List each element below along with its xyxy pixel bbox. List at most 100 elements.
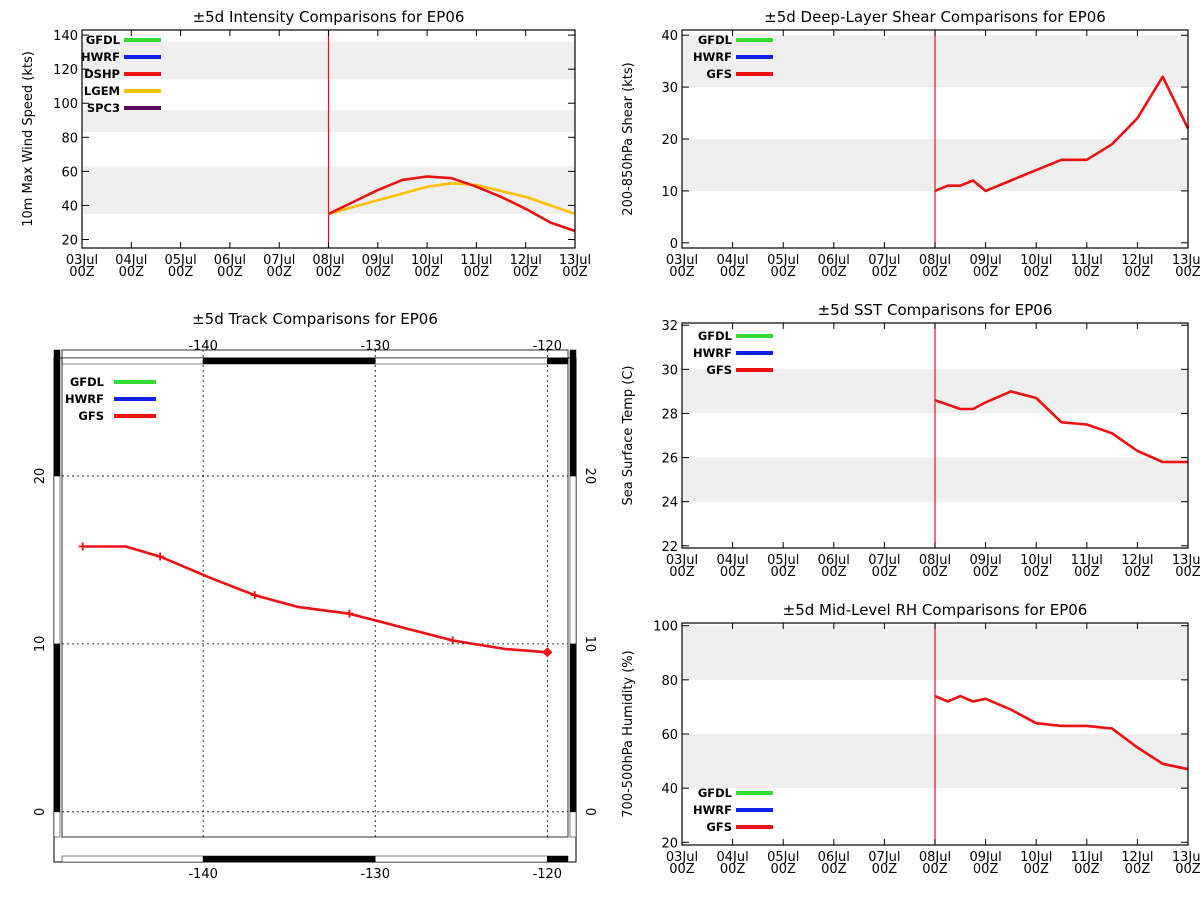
- rh-xtick-label-hour: 00Z: [872, 862, 898, 877]
- sst-xtick-label-date: 10Jul: [1020, 553, 1052, 568]
- track-border-right-seg-2: [569, 475, 577, 645]
- rh-xtick-label-date: 04Jul: [716, 850, 748, 865]
- shear-ytick-label: 20: [661, 133, 678, 148]
- rh-xtick-label-date: 11Jul: [1071, 850, 1103, 865]
- intensity-xtick-label-date: 03Jul: [66, 253, 98, 268]
- sst-xtick-label-hour: 00Z: [770, 565, 796, 580]
- sst-xtick-label-hour: 00Z: [872, 565, 898, 580]
- rh-ytick-label: 60: [661, 728, 678, 743]
- shear-xtick-label-hour: 00Z: [1023, 265, 1049, 280]
- rh-xtick-label-date: 05Jul: [767, 850, 799, 865]
- shear-xtick-label-hour: 00Z: [720, 265, 746, 280]
- rh-xtick-label-date: 09Jul: [969, 850, 1001, 865]
- shear-ylabel: 200-850hPa Shear (kts): [621, 62, 636, 215]
- shear-xtick-label-date: 03Jul: [666, 253, 698, 268]
- rh-xtick-label-date: 03Jul: [666, 850, 698, 865]
- track-border-top-seg-1: [202, 357, 376, 365]
- sst-ytick-label: 28: [661, 407, 678, 422]
- intensity-ytick-label: 140: [53, 29, 78, 44]
- intensity-ytick-label: 120: [53, 63, 78, 78]
- track-border-bottom-seg-2: [374, 855, 548, 863]
- sst-xtick-label-hour: 00Z: [1125, 565, 1151, 580]
- intensity-xtick-label-date: 09Jul: [362, 253, 394, 268]
- shear-xtick-label-date: 10Jul: [1020, 253, 1052, 268]
- sst-xtick-label-hour: 00Z: [973, 565, 999, 580]
- track-lat-label-right: 0: [582, 808, 597, 816]
- shear-xtick-label-date: 06Jul: [818, 253, 850, 268]
- track-legend-label: GFS: [78, 409, 104, 423]
- sst-xtick-label-date: 06Jul: [818, 553, 850, 568]
- rh-legend-label: HWRF: [693, 803, 732, 817]
- shear-ytick-label: 30: [661, 81, 678, 96]
- shear-xtick-label-hour: 00Z: [1074, 265, 1100, 280]
- shear-series-gfs: [934, 75, 1190, 193]
- intensity-ylabel: 10m Max Wind Speed (kts): [21, 51, 36, 227]
- track-border-right-seg-1: [569, 643, 577, 813]
- intensity-xtick-label-date: 12Jul: [510, 253, 542, 268]
- rh-xtick-label-hour: 00Z: [821, 862, 847, 877]
- rh-xtick-label-hour: 00Z: [770, 862, 796, 877]
- intensity-title: ±5d Intensity Comparisons for EP06: [193, 8, 465, 26]
- track-lat-label-left: 20: [33, 468, 48, 485]
- rh-ytick-label: 20: [661, 836, 678, 851]
- track-start-marker: [542, 647, 553, 658]
- track-series-gfs: [82, 545, 548, 654]
- rh-xtick-label-hour: 00Z: [669, 862, 695, 877]
- rh-xtick-label-hour: 00Z: [1125, 862, 1151, 877]
- shear-xtick-label-hour: 00Z: [1125, 265, 1151, 280]
- intensity-xtick-label-hour: 00Z: [562, 265, 588, 280]
- intensity-legend-label: GFDL: [86, 33, 121, 47]
- intensity-xtick-label-date: 04Jul: [115, 253, 147, 268]
- sst-legend-label: HWRF: [693, 346, 732, 360]
- shear-legend-label: GFDL: [698, 33, 733, 47]
- shear-xtick-label-date: 11Jul: [1071, 253, 1103, 268]
- track-panel: ±5d Track Comparisons for EP06 -140 -140 -1…: [33, 310, 597, 882]
- rh-xtick-label-hour: 00Z: [1074, 862, 1100, 877]
- intensity-series-lgem: [328, 182, 576, 216]
- shear-ytick-label: 10: [661, 185, 678, 200]
- intensity-xtick-label-date: 05Jul: [164, 253, 196, 268]
- rh-xtick-label-hour: 00Z: [973, 862, 999, 877]
- rh-series-gfs: [934, 694, 1189, 771]
- rh-xtick-label-date: 10Jul: [1020, 850, 1052, 865]
- sst-xtick-label-hour: 00Z: [922, 565, 948, 580]
- intensity-series-dshp: [327, 175, 576, 233]
- shear-xtick-label-date: 13Jul: [1172, 253, 1200, 268]
- sst-legend-label: GFDL: [698, 329, 733, 343]
- shear-xtick-label-hour: 00Z: [821, 265, 847, 280]
- rh-title: ±5d Mid-Level RH Comparisons for EP06: [783, 601, 1088, 619]
- sst-ytick-label: 26: [661, 452, 678, 467]
- sst-xtick-label-hour: 00Z: [821, 565, 847, 580]
- shear-xtick-label-hour: 00Z: [973, 265, 999, 280]
- sst-panel: 22242628303203Jul00Z04Jul00Z05Jul00Z06Ju…: [621, 301, 1200, 580]
- sst-legend-label: GFS: [706, 363, 732, 377]
- sst-xtick-label-hour: 00Z: [1023, 565, 1049, 580]
- shear-ytick-label: 40: [661, 29, 678, 44]
- track-lon-label-top: -130: [360, 339, 390, 354]
- track-border-left-seg-1: [53, 643, 61, 813]
- intensity-xtick-label-hour: 00Z: [217, 265, 243, 280]
- rh-xtick-label-hour: 00Z: [720, 862, 746, 877]
- intensity-xtick-label-hour: 00Z: [266, 265, 292, 280]
- intensity-xtick-label-hour: 00Z: [69, 265, 95, 280]
- rh-xtick-label-date: 13Jul: [1172, 850, 1200, 865]
- intensity-xtick-label-date: 13Jul: [559, 253, 591, 268]
- track-border-left-seg-0: [53, 811, 61, 838]
- track-legend-label: GFDL: [70, 375, 105, 389]
- rh-panel: 2040608010003Jul00Z04Jul00Z05Jul00Z06Jul…: [621, 601, 1200, 877]
- intensity-xtick-label-date: 07Jul: [263, 253, 295, 268]
- rh-ylabel: 700-500hPa Humidity (%): [621, 650, 636, 817]
- sst-xtick-label-date: 12Jul: [1121, 553, 1153, 568]
- intensity-ytick-label: 20: [61, 233, 78, 248]
- shear-xtick-label-hour: 00Z: [872, 265, 898, 280]
- sst-ytick-label: 22: [661, 540, 678, 555]
- track-plot-frame: [61, 349, 569, 838]
- sst-xtick-label-date: 08Jul: [919, 553, 951, 568]
- rh-xtick-label-hour: 00Z: [1023, 862, 1049, 877]
- shear-xtick-label-date: 09Jul: [969, 253, 1001, 268]
- track-lat-label-right: 10: [582, 636, 597, 653]
- track-lat-label-right: 20: [582, 468, 597, 485]
- intensity-ytick-label: 80: [61, 131, 78, 146]
- intensity-panel: 2040608010012014003Jul00Z04Jul00Z05Jul00…: [21, 8, 591, 280]
- rh-legend-label: GFS: [706, 820, 732, 834]
